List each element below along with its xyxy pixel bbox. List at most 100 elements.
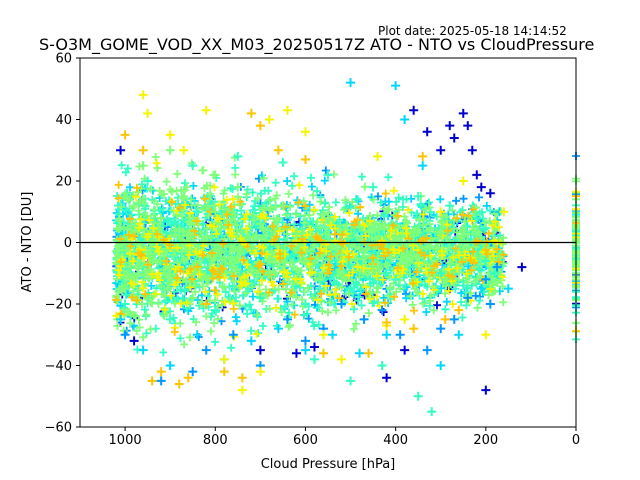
plot-date-label: Plot date: 2025-05-18 14:14:52	[378, 24, 567, 38]
data-point	[472, 170, 482, 180]
data-point	[476, 284, 486, 294]
data-point	[188, 367, 198, 377]
data-point	[454, 330, 464, 340]
data-point	[492, 262, 502, 272]
data-point	[400, 314, 410, 324]
data-point	[120, 299, 130, 309]
data-point	[409, 105, 419, 115]
data-point	[481, 385, 491, 395]
data-point	[210, 207, 220, 217]
data-point	[346, 78, 356, 88]
data-point	[382, 373, 392, 383]
data-point	[413, 391, 423, 401]
data-point	[449, 133, 459, 143]
x-tick-label: 1000	[109, 433, 142, 448]
data-point	[291, 228, 301, 238]
x-tick-label: 800	[203, 433, 228, 448]
data-point	[165, 314, 175, 324]
data-point	[391, 274, 401, 284]
data-point	[454, 305, 464, 315]
data-point	[436, 228, 446, 238]
y-tick-label: −60	[45, 421, 72, 436]
y-tick-label: 60	[55, 52, 72, 67]
data-point	[382, 330, 392, 340]
data-point	[355, 222, 365, 232]
data-point	[255, 121, 265, 131]
data-point	[183, 373, 193, 383]
data-point	[413, 191, 423, 201]
data-point	[246, 336, 256, 346]
data-point	[422, 127, 432, 137]
data-point	[188, 231, 198, 241]
data-point	[282, 314, 292, 324]
data-point	[188, 293, 198, 303]
data-point	[418, 161, 428, 171]
data-point	[201, 345, 211, 355]
data-point	[485, 188, 495, 198]
x-axis-ticks: 1000 800 600 400 200 0	[109, 427, 580, 448]
data-point	[264, 115, 274, 124]
data-point	[503, 284, 513, 294]
data-point	[219, 354, 229, 364]
data-point	[436, 207, 446, 217]
data-point	[116, 222, 126, 232]
data-point	[138, 90, 148, 100]
data-point	[278, 201, 288, 211]
point-cloud-5	[112, 159, 580, 341]
data-point	[337, 250, 347, 260]
data-point	[192, 330, 202, 340]
data-point	[323, 170, 333, 180]
data-point	[300, 256, 310, 266]
data-point	[436, 145, 446, 155]
data-point	[156, 213, 166, 223]
y-axis-label: ATO - NTO [DU]	[20, 192, 35, 293]
data-point	[237, 373, 247, 383]
data-point	[409, 324, 419, 334]
data-point	[300, 336, 310, 346]
data-point	[233, 151, 243, 161]
data-point	[364, 348, 374, 358]
data-point	[476, 182, 486, 192]
data-point	[179, 191, 189, 201]
data-point	[309, 342, 319, 352]
data-point	[318, 348, 328, 358]
chart-title: S-O3M_GOME_VOD_XX_M03_20250517Z ATO - NT…	[39, 35, 595, 54]
data-point	[201, 105, 211, 115]
data-point	[472, 213, 482, 223]
data-point	[413, 253, 423, 263]
data-point	[440, 314, 450, 324]
data-point	[377, 305, 387, 315]
data-point	[318, 210, 328, 220]
data-point	[463, 293, 473, 303]
data-point	[517, 262, 527, 272]
data-point	[418, 151, 428, 161]
data-point	[120, 130, 130, 140]
y-axis-ticks: −60 −40 −20 0 20 40 60	[45, 52, 80, 436]
data-point	[201, 299, 211, 309]
data-point	[300, 127, 310, 137]
data-point	[449, 314, 459, 324]
data-point	[255, 219, 265, 229]
data-point	[355, 348, 365, 358]
data-point	[346, 376, 356, 386]
data-point	[273, 145, 283, 155]
data-point	[337, 354, 347, 364]
data-point	[255, 367, 265, 377]
data-point	[458, 108, 468, 118]
x-tick-label: 400	[383, 433, 408, 448]
data-point	[156, 367, 166, 377]
data-point	[499, 207, 509, 217]
data-point	[210, 305, 220, 315]
data-point	[300, 154, 310, 164]
y-tick-label: 0	[64, 236, 72, 251]
data-point	[368, 182, 378, 192]
data-point	[391, 231, 401, 241]
data-point	[400, 345, 410, 355]
y-tick-label: 20	[55, 175, 72, 190]
data-point	[481, 274, 491, 284]
data-point	[481, 256, 491, 266]
data-point	[129, 336, 139, 346]
data-point	[300, 345, 310, 355]
data-point	[138, 345, 148, 355]
